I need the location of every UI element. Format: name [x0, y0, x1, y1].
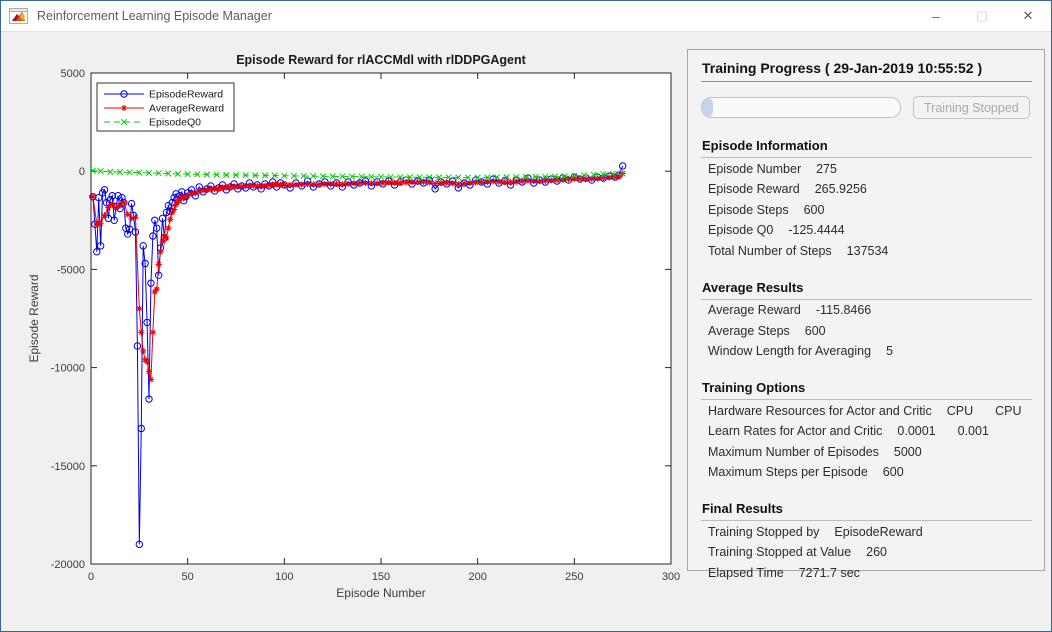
- svg-text:AverageReward: AverageReward: [149, 103, 224, 115]
- info-row-episode-q0: Episode Q0 -125.4444: [708, 223, 845, 237]
- section-training-options: Training Options Hardware Resources for …: [701, 378, 1032, 482]
- progress-bar: [701, 97, 901, 118]
- section-title: Episode Information: [701, 136, 1032, 158]
- section-title: Final Results: [701, 499, 1032, 521]
- window-controls: – ▢ ✕: [913, 1, 1051, 31]
- section-final-results: Final Results Training Stopped by Episode…: [701, 499, 1032, 583]
- svg-text:-15000: -15000: [51, 461, 85, 473]
- opt-row-max-episodes: Maximum Number of Episodes 5000: [708, 444, 922, 459]
- svg-text:100: 100: [275, 571, 293, 583]
- opt-row-hardware: Hardware Resources for Actor and Critic C…: [708, 403, 1022, 418]
- maximize-button: ▢: [975, 8, 989, 23]
- svg-text:0: 0: [88, 571, 94, 583]
- section-title: Training Options: [701, 378, 1032, 400]
- progress-row: Training Stopped: [701, 96, 1032, 119]
- section-title: Average Results: [701, 278, 1032, 300]
- info-row-episode-number: Episode Number 275: [708, 161, 837, 176]
- svg-text:Episode Reward: Episode Reward: [27, 274, 41, 362]
- svg-text:Episode Reward for rlACCMdl wi: Episode Reward for rlACCMdl with rlDDPGA…: [236, 53, 526, 67]
- window-title: Reinforcement Learning Episode Manager: [37, 9, 272, 23]
- section-episode-information: Episode Information Episode Number 275 Ep…: [701, 136, 1032, 261]
- minimize-button[interactable]: –: [932, 8, 940, 24]
- svg-text:0: 0: [79, 166, 85, 178]
- svg-text:300: 300: [662, 571, 680, 583]
- avg-row-window-length: Window Length for Averaging 5: [708, 344, 894, 358]
- info-row-episode-steps: Episode Steps 600: [708, 202, 825, 217]
- avg-row-steps: Average Steps 600: [708, 323, 826, 338]
- training-stopped-button[interactable]: Training Stopped: [913, 96, 1030, 119]
- svg-text:250: 250: [565, 571, 583, 583]
- info-row-total-steps: Total Number of Steps 137534: [708, 243, 889, 258]
- svg-text:Episode Number: Episode Number: [336, 586, 425, 600]
- svg-text:EpisodeReward: EpisodeReward: [149, 89, 223, 101]
- avg-row-reward: Average Reward -115.8466: [708, 303, 872, 317]
- svg-text:-5000: -5000: [57, 264, 85, 276]
- section-average-results: Average Results Average Reward -115.8466 …: [701, 278, 1032, 362]
- title-bar: Reinforcement Learning Episode Manager –…: [1, 1, 1051, 32]
- final-row-elapsed-time: Elapsed Time 7271.7 sec: [708, 565, 860, 580]
- final-row-stopped-value: Training Stopped at Value 260: [708, 545, 888, 559]
- panel-title: Training Progress ( 29-Jan-2019 10:55:52…: [701, 58, 1032, 82]
- final-row-stopped-by: Training Stopped by EpisodeReward: [708, 524, 923, 539]
- svg-text:-20000: -20000: [51, 559, 85, 571]
- training-progress-panel: Training Progress ( 29-Jan-2019 10:55:52…: [687, 49, 1045, 580]
- svg-text:EpisodeQ0: EpisodeQ0: [149, 117, 201, 129]
- svg-text:150: 150: [372, 571, 390, 583]
- svg-text:-10000: -10000: [51, 363, 85, 375]
- opt-row-learn-rates: Learn Rates for Actor and Critic 0.0001 0.…: [708, 424, 989, 438]
- svg-text:5000: 5000: [61, 68, 85, 80]
- progress-fill: [702, 98, 713, 117]
- info-row-episode-reward: Episode Reward 265.9256: [708, 182, 867, 196]
- svg-text:50: 50: [182, 571, 194, 583]
- matlab-icon: [9, 8, 28, 24]
- svg-text:200: 200: [468, 571, 486, 583]
- close-button[interactable]: ✕: [1022, 8, 1034, 23]
- opt-row-max-steps: Maximum Steps per Episode 600: [708, 465, 904, 479]
